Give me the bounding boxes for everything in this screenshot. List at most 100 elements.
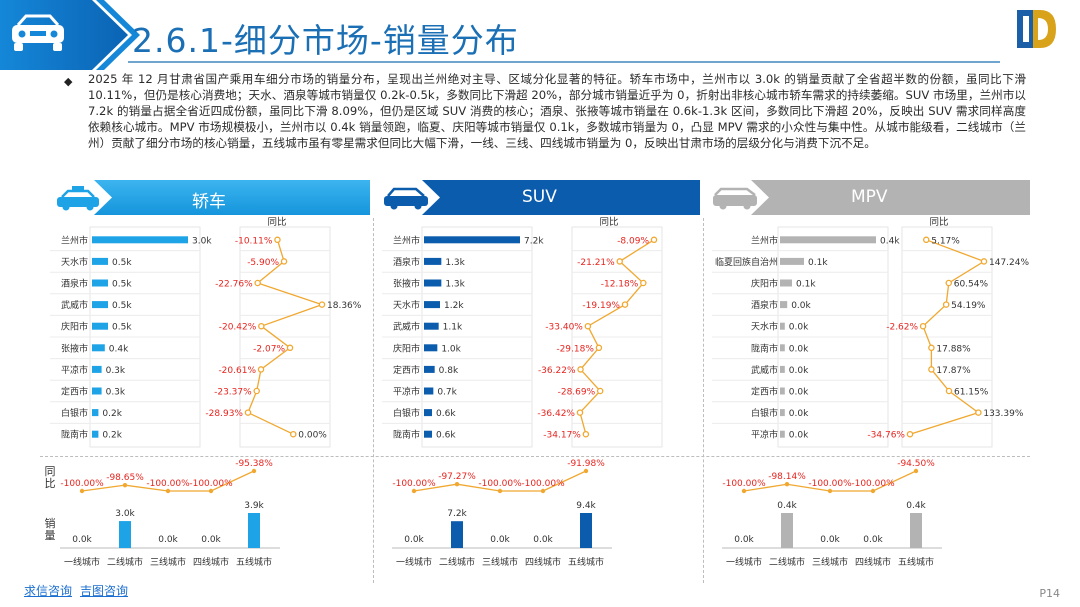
suv-yoy-point — [584, 322, 592, 330]
mpv-tier-yoy-label: -94.50% — [897, 459, 935, 469]
mpv-city-label: 平凉市 — [751, 429, 778, 441]
mpv-tier-yoy-point — [784, 482, 790, 487]
suv-yoy-label: -8.09% — [617, 236, 649, 246]
sedan-yoy-label: -20.42% — [219, 323, 257, 333]
mpv-tier-yoy-label: -100.00% — [808, 479, 852, 489]
suv-city-value: 0.7k — [437, 388, 457, 398]
sedan-yoy-point — [254, 279, 261, 287]
mpv-city-value: 0.0k — [789, 323, 809, 333]
mpv-yoy-point — [906, 430, 914, 438]
sedan-city-value: 0.4k — [109, 344, 129, 354]
mpv-yoy-label: 54.19% — [951, 301, 986, 311]
sedan-tier-yoy-label: -100.00% — [60, 479, 104, 489]
mpv-tier-value: 0.4k — [906, 501, 926, 511]
suv-city-value: 0.6k — [436, 409, 456, 419]
footer-link-qiuxin[interactable]: 求信咨询 — [24, 584, 73, 598]
suv-city-value: 1.2k — [444, 301, 464, 311]
mpv-yoy-point — [975, 409, 982, 416]
sedan-city-label: 平凉市 — [61, 364, 88, 376]
suv-tier-label: 四线城市 — [525, 556, 561, 568]
sedan-tier-bar — [248, 513, 260, 548]
mpv-tier-value: 0.0k — [863, 535, 883, 545]
sedan-tier-yoy-point — [251, 468, 257, 474]
mpv-tier-label: 五线城市 — [898, 556, 934, 568]
suv-yoy-point — [640, 279, 647, 287]
page-title: 2.6.1-细分市场-销量分布 — [132, 21, 519, 60]
mpv-tier-yoy-label: -100.00% — [722, 479, 766, 489]
suv-yoy-point — [577, 366, 584, 373]
mpv-city-bar — [780, 322, 785, 330]
suv-city-label: 白银市 — [393, 407, 420, 419]
suv-city-bar — [424, 365, 435, 373]
suv-yoy-point — [650, 236, 658, 244]
suv-city-bar — [424, 301, 440, 309]
taxi-icon — [57, 186, 99, 211]
car-icon — [12, 14, 64, 51]
suv-yoy-label: -34.17% — [543, 431, 581, 441]
suv-city-value: 1.3k — [445, 258, 465, 268]
mpv-yoy-label: 147.24% — [989, 258, 1029, 268]
mpv-icon — [713, 187, 757, 210]
suv-banner: SUV — [378, 180, 700, 215]
mpv-yoy-label: 5.17% — [931, 236, 960, 246]
summary-text: 2025 年 12 月甘肃省国产乘用车细分市场的销量分布，呈现出兰州绝对主导、区… — [88, 72, 1026, 150]
mpv-yoy-point — [919, 322, 927, 330]
mpv-city-bar — [780, 430, 785, 438]
suv-yoy-label: -36.42% — [537, 409, 575, 419]
footer-link-jitu[interactable]: 吉图咨询 — [80, 584, 129, 598]
sedan-yoy-point — [258, 322, 265, 330]
mpv-yoy-label: 60.54% — [954, 280, 989, 290]
mpv-tier-yoy-point — [827, 488, 833, 494]
mpv-city-label: 白银市 — [751, 407, 778, 419]
mpv-city-label: 临夏回族自治州 — [715, 256, 778, 268]
suv-city-value: 1.3k — [445, 280, 465, 290]
sedan-city-bar — [92, 279, 108, 287]
suv-yoy-point — [582, 430, 590, 438]
suv-tier-yoy-point — [497, 488, 503, 494]
sedan-city-label: 张掖市 — [61, 342, 88, 354]
sedan-tier-value: 0.0k — [201, 535, 221, 545]
suv-yoy-label: -33.40% — [545, 323, 583, 333]
sedan-city-bar — [92, 430, 99, 438]
sedan-tier-label: 三线城市 — [150, 556, 186, 568]
panel-divider — [703, 218, 704, 583]
suv-tier-label: 二线城市 — [439, 556, 475, 568]
mpv-city-bar — [780, 409, 785, 417]
suv-city-bar — [424, 322, 439, 330]
mpv-city-value: 0.0k — [789, 366, 809, 376]
suv-tier-label: 五线城市 — [568, 556, 604, 568]
suv-tier-yoy-label: -91.98% — [567, 459, 605, 469]
suv-yoy-label: -28.69% — [558, 388, 596, 398]
sedan-yoy-label: -2.07% — [253, 344, 285, 354]
sedan-tier-bar — [119, 521, 131, 548]
sedan-city-label: 武威市 — [61, 299, 88, 311]
mpv-city-label: 庆阳市 — [751, 278, 778, 290]
sedan-tier-yoy-point — [122, 482, 128, 488]
sedan-tier-label: 一线城市 — [64, 556, 100, 568]
suv-city-label: 兰州市 — [393, 234, 420, 246]
suv-icon — [384, 187, 428, 210]
sedan-tier-value: 3.9k — [244, 501, 264, 511]
sedan-banner: 轿车 — [50, 180, 370, 215]
mpv-city-label: 兰州市 — [751, 234, 778, 246]
mpv-tier-value: 0.4k — [777, 501, 797, 511]
suv-tier-yoy-point — [454, 481, 460, 487]
suv-banner-label: SUV — [522, 187, 557, 207]
suv-city-label: 酒泉市 — [393, 256, 420, 268]
suv-city-bar — [424, 279, 442, 287]
suv-yoy-label: -21.21% — [577, 258, 615, 268]
suv-yoy-point — [616, 258, 623, 265]
mpv-city-value: 0.1k — [808, 258, 828, 268]
suv-tier-yoy-label: -100.00% — [521, 479, 565, 489]
sedan-yoy-point — [274, 236, 281, 244]
page-number: P14 — [1039, 587, 1060, 600]
suv-yoy-label: -12.18% — [601, 280, 639, 290]
mpv-city-value: 0.4k — [880, 236, 900, 246]
suv-yoy-label: -36.22% — [538, 366, 576, 376]
mpv-city-value: 0.0k — [789, 344, 809, 354]
suv-yoy-line — [579, 239, 655, 435]
mpv-yoy-label: -2.62% — [886, 323, 918, 333]
sedan-tier-label: 四线城市 — [193, 556, 229, 568]
mpv-tier-yoy-label: -98.14% — [768, 472, 806, 482]
